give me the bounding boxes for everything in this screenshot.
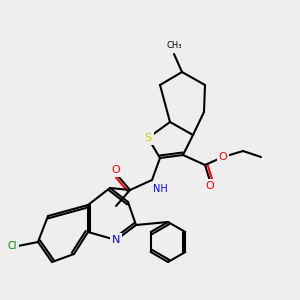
Text: NH: NH: [153, 184, 167, 194]
Text: Cl: Cl: [7, 241, 17, 251]
Text: O: O: [219, 152, 227, 162]
Text: O: O: [112, 165, 120, 175]
Text: CH₃: CH₃: [166, 41, 182, 50]
Text: N: N: [112, 235, 120, 245]
Text: S: S: [144, 133, 152, 143]
Text: O: O: [206, 181, 214, 191]
